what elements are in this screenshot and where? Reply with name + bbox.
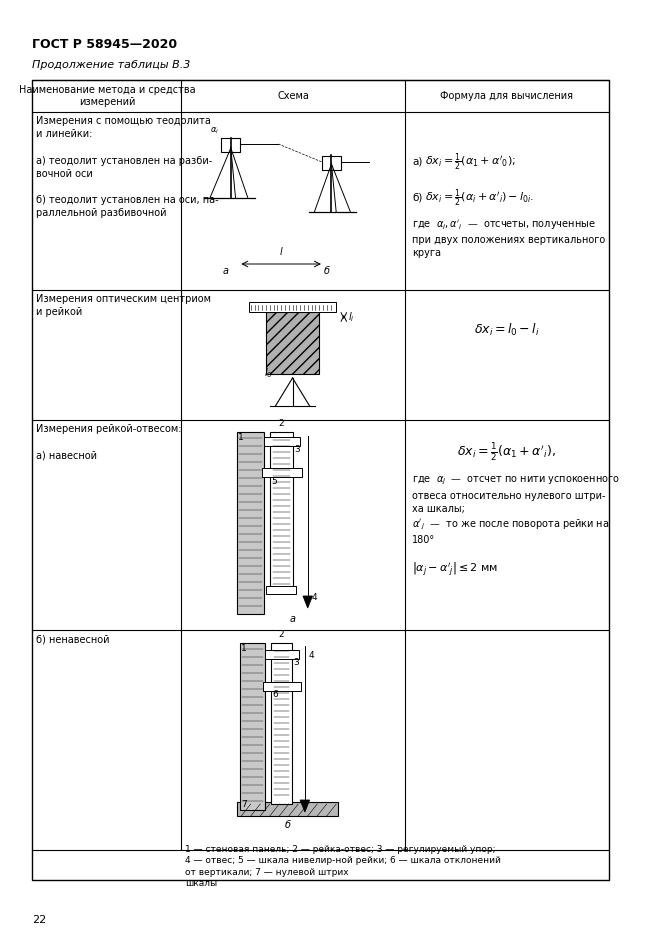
Bar xyxy=(249,302,336,312)
Bar xyxy=(237,432,264,614)
Text: $\delta x_i = \frac{1}{2}(\alpha_i + \alpha'_i) - l_{0i}.$: $\delta x_i = \frac{1}{2}(\alpha_i + \al… xyxy=(426,187,535,209)
Bar xyxy=(32,80,609,880)
Polygon shape xyxy=(303,596,313,608)
Text: $\left|\alpha_j - \alpha'_j\right| \leq 2$ мм: $\left|\alpha_j - \alpha'_j\right| \leq … xyxy=(412,561,498,579)
Text: где  $\alpha_i, \alpha'_i$  —  отсчеты, полученные
при двух положениях вертикаль: где $\alpha_i, \alpha'_i$ — отсчеты, пол… xyxy=(412,218,605,258)
Polygon shape xyxy=(300,800,309,812)
Text: $\delta x_i = \frac{1}{2}(\alpha_1 + \alpha'_0);$: $\delta x_i = \frac{1}{2}(\alpha_1 + \al… xyxy=(426,151,516,173)
Bar xyxy=(221,138,241,152)
Bar xyxy=(264,437,300,446)
Text: Измерения рейкой-отвесом:

а) навесной: Измерения рейкой-отвесом: а) навесной xyxy=(36,424,182,460)
Text: 1 — стеновая панель; 2 — рейка-отвес; 3 — регулируемый упор;
4 — отвес; 5 — шкал: 1 — стеновая панель; 2 — рейка-отвес; 3 … xyxy=(185,845,501,888)
Text: б): б) xyxy=(412,193,422,203)
Bar xyxy=(262,468,302,477)
Text: $\delta x_i = l_0 - l_i$: $\delta x_i = l_0 - l_i$ xyxy=(474,322,539,338)
Text: 4: 4 xyxy=(309,651,314,660)
Text: $\alpha_i$: $\alpha_i$ xyxy=(210,126,219,137)
Bar xyxy=(265,650,299,659)
Text: Схема: Схема xyxy=(277,91,309,101)
Text: 2: 2 xyxy=(278,630,284,639)
Text: 22: 22 xyxy=(32,915,47,925)
Text: а: а xyxy=(290,614,295,624)
Text: 7: 7 xyxy=(241,800,247,809)
Text: Измерения с помощью теодолита
и линейки:

а) теодолит установлен на разби-
вочно: Измерения с помощью теодолита и линейки:… xyxy=(36,116,219,219)
Bar xyxy=(237,802,338,816)
Text: $l$: $l$ xyxy=(279,245,284,257)
Text: 6: 6 xyxy=(272,690,278,699)
Text: Наименование метода и средства
измерений: Наименование метода и средства измерений xyxy=(19,85,195,107)
Text: 3: 3 xyxy=(294,445,300,454)
Bar xyxy=(266,586,296,594)
Text: 1: 1 xyxy=(241,644,247,653)
Text: а: а xyxy=(223,266,229,276)
Text: б) ненавесной: б) ненавесной xyxy=(36,634,110,644)
Text: б: б xyxy=(324,266,330,276)
Text: Измерения оптическим центриом
и рейкой: Измерения оптическим центриом и рейкой xyxy=(36,294,211,317)
Text: 1: 1 xyxy=(239,433,244,442)
Text: а): а) xyxy=(412,157,422,167)
Bar xyxy=(241,643,265,810)
Bar xyxy=(322,156,341,170)
Bar xyxy=(263,682,301,691)
Bar xyxy=(271,643,292,804)
Text: $l_0$: $l_0$ xyxy=(264,366,272,380)
Text: 4: 4 xyxy=(311,593,317,602)
Text: Продолжение таблицы В.3: Продолжение таблицы В.3 xyxy=(32,60,191,70)
Text: $\delta x_i = \frac{1}{2}(\alpha_1 + \alpha'_i),$: $\delta x_i = \frac{1}{2}(\alpha_1 + \al… xyxy=(457,441,556,463)
Text: ГОСТ Р 58945—2020: ГОСТ Р 58945—2020 xyxy=(32,38,178,51)
Text: 2: 2 xyxy=(278,419,284,428)
Text: Формула для вычисления: Формула для вычисления xyxy=(440,91,573,101)
Bar xyxy=(266,312,319,374)
Text: 3: 3 xyxy=(293,658,299,667)
Text: $l_i$: $l_i$ xyxy=(348,310,354,324)
Text: где  $\alpha_j$  —  отсчет по нити успокоенного
отвеса относительно нулевого штр: где $\alpha_j$ — отсчет по нити успокоен… xyxy=(412,475,620,545)
Text: 5: 5 xyxy=(272,477,278,486)
Text: б: б xyxy=(285,820,291,830)
Bar xyxy=(270,432,293,590)
